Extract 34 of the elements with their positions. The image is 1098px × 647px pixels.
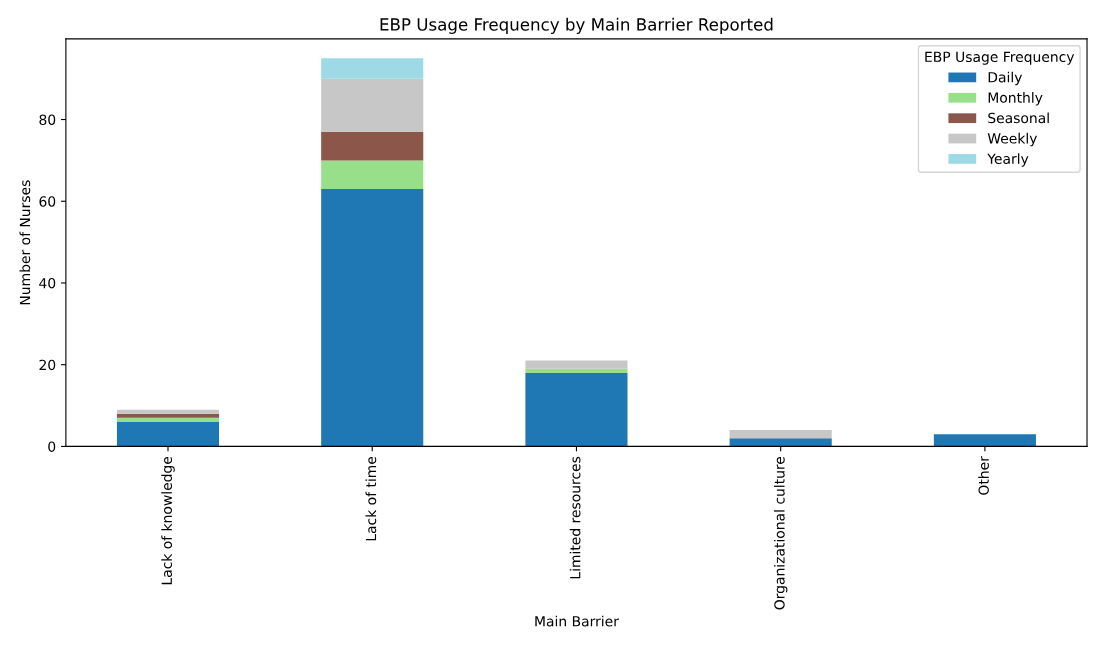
bar: [116, 421, 220, 447]
legend-title: EBP Usage Frequency: [925, 51, 1075, 65]
y-tick-label: 0: [48, 441, 56, 452]
bar: [116, 417, 220, 422]
bar: [729, 438, 832, 447]
x-tick-label: Lack of knowledge: [161, 456, 175, 585]
x-tick-label: Limited resources: [569, 456, 581, 579]
bar: [116, 413, 220, 418]
x-tick-label: Lack of time: [365, 456, 377, 541]
legend-label: Seasonal: [988, 112, 1049, 124]
bar: [525, 360, 628, 369]
bar: [116, 409, 220, 414]
y-tick-label: 40: [39, 277, 56, 289]
bar: [321, 131, 424, 161]
chart-title: EBP Usage Frequency by Main Barrier Reported: [380, 17, 773, 34]
y-tick-label: 60: [39, 196, 56, 207]
bar: [321, 58, 424, 79]
y-axis-title: Number of Nurses: [19, 180, 31, 305]
bar: [933, 434, 1036, 447]
bar: [525, 372, 628, 447]
bar: [321, 78, 424, 132]
legend-label: Yearly: [987, 153, 1029, 167]
bar: [729, 430, 832, 439]
x-axis-title: Main Barrier: [535, 615, 619, 627]
legend-label: Daily: [988, 71, 1023, 86]
y-tick-label: 80: [39, 114, 56, 125]
x-tick-label: Other: [978, 456, 989, 495]
x-tick-label: Organizational culture: [773, 456, 788, 610]
legend-label: Weekly: [987, 132, 1038, 147]
legend-label: Monthly: [988, 92, 1043, 106]
bar: [321, 160, 424, 189]
y-tick-label: 20: [39, 359, 56, 371]
bar: [525, 368, 628, 373]
bar: [321, 188, 424, 447]
